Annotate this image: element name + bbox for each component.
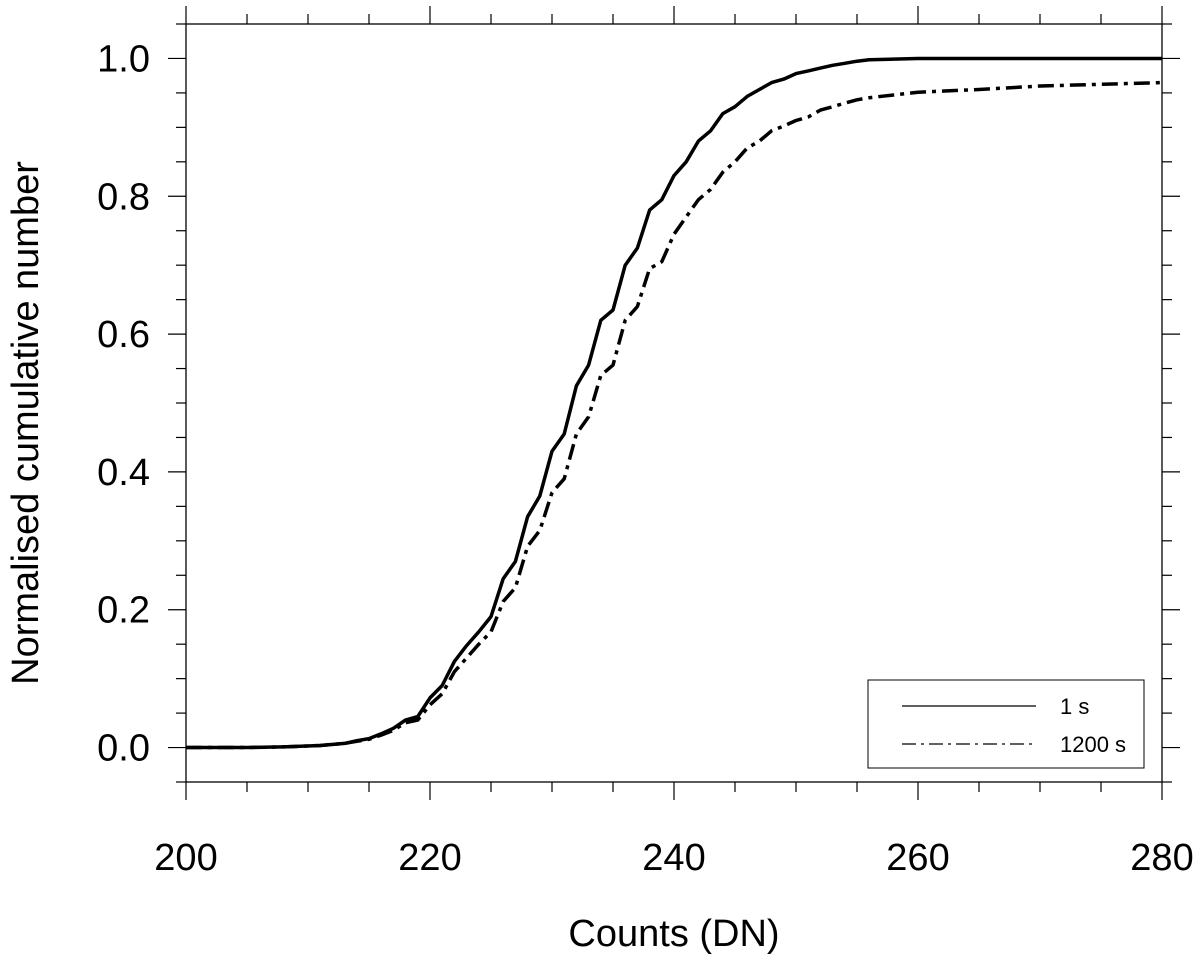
y-tick-label: 0.8	[97, 176, 150, 218]
minor-ticks	[176, 14, 1172, 792]
x-tick-label: 260	[886, 837, 949, 879]
y-tick-label: 0.2	[97, 590, 150, 632]
legend-label-series-1: 1 s	[1060, 694, 1089, 719]
x-axis-title: Counts (DN)	[568, 913, 779, 955]
x-tick-label: 220	[398, 837, 461, 879]
major-ticks	[168, 6, 1180, 800]
series-layer	[186, 56, 1163, 750]
legend-box	[867, 679, 1145, 769]
legend: 1 s 1200 s	[867, 679, 1145, 769]
x-tick-label: 200	[154, 837, 217, 879]
y-axis-title: Normalised cumulative number	[5, 161, 47, 685]
plot-frame	[185, 23, 1163, 783]
y-tick-label: 1.0	[97, 38, 150, 80]
series-line-1	[186, 56, 1162, 750]
x-tick-labels: 200 220 240 260 280	[154, 837, 1193, 879]
y-tick-label: 0.6	[97, 314, 150, 356]
y-tick-label: 0.4	[97, 452, 150, 494]
x-tick-label: 240	[642, 837, 705, 879]
y-tick-label: 0.0	[97, 728, 150, 770]
x-tick-label: 280	[1130, 837, 1193, 879]
y-tick-labels: 0.0 0.2 0.4 0.6 0.8 1.0	[97, 38, 150, 769]
series-line-2	[186, 80, 1163, 750]
legend-label-series-2: 1200 s	[1060, 732, 1126, 757]
